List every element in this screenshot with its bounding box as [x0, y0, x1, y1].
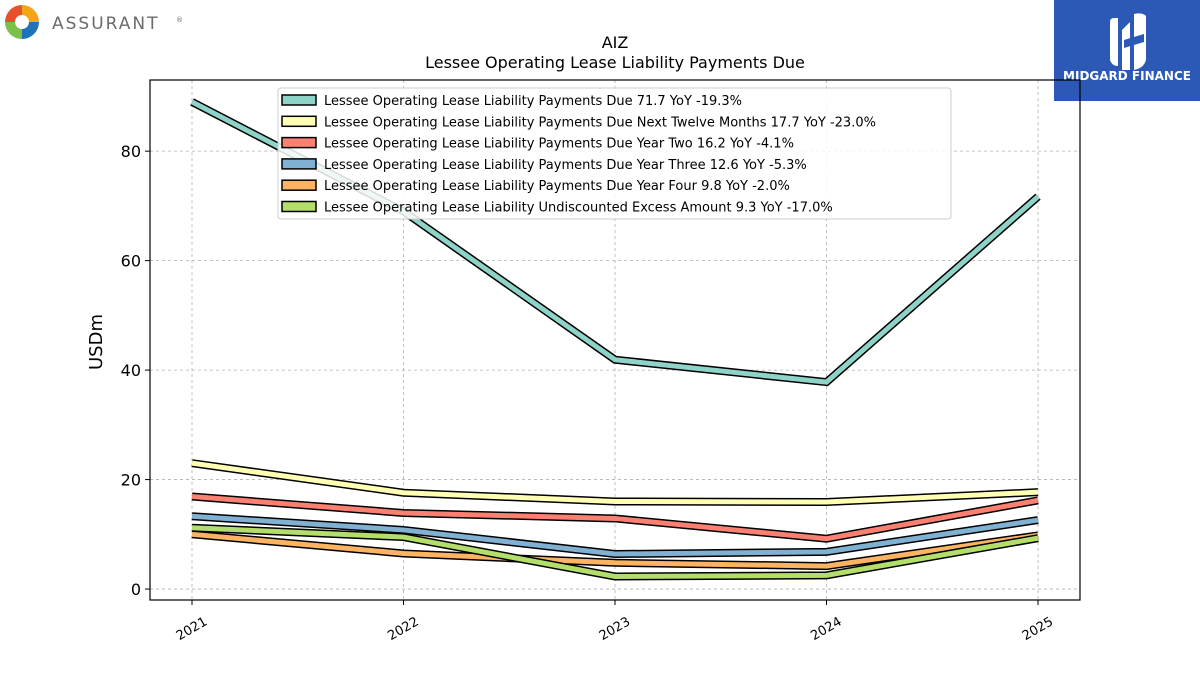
legend-entry: Lessee Operating Lease Liability Payment…	[281, 115, 876, 130]
series-stroke	[191, 460, 1039, 505]
legend-swatch	[281, 158, 317, 170]
chart-subtitle: Lessee Operating Lease Liability Payment…	[425, 53, 805, 72]
series-line-6	[191, 523, 1039, 581]
series-stroke	[191, 494, 1039, 542]
x-tick-label: 2023	[597, 614, 633, 644]
x-tick-label: 2024	[808, 614, 844, 644]
legend-entry: Lessee Operating Lease Liability Payment…	[281, 94, 742, 109]
registered-mark: ®	[176, 16, 183, 24]
y-tick-label: 80	[121, 142, 141, 161]
assurant-wordmark: ASSURANT	[52, 14, 160, 34]
series-lines	[190, 98, 1041, 581]
series-line-4	[191, 512, 1039, 559]
y-tick-label: 0	[131, 580, 141, 599]
legend-label: Lessee Operating Lease Liability Undisco…	[324, 201, 833, 216]
legend-entry: Lessee Operating Lease Liability Payment…	[281, 136, 794, 152]
y-axis-label: USDm	[86, 314, 107, 370]
legend-entry: Lessee Operating Lease Liability Undisco…	[281, 200, 833, 216]
series-stroke	[191, 525, 1039, 579]
assurant-logo: ASSURANT ®	[4, 4, 194, 42]
legend-swatch	[281, 115, 317, 128]
legend-label: Lessee Operating Lease Liability Payment…	[324, 94, 742, 109]
midgard-finance-logo: MIDGARD FINANCE	[1054, 0, 1200, 101]
legend-label: Lessee Operating Lease Liability Payment…	[324, 179, 790, 194]
y-tick-label: 60	[121, 252, 141, 271]
legend-entry: Lessee Operating Lease Liability Payment…	[281, 158, 807, 173]
legend-swatch	[281, 94, 317, 106]
legend-label: Lessee Operating Lease Liability Payment…	[324, 137, 794, 152]
y-tick-label: 40	[121, 361, 141, 380]
series-line-2	[191, 459, 1039, 507]
y-axis: 0 20 40 60 80	[121, 142, 150, 599]
chart-title: AIZ	[602, 33, 629, 52]
series-line-5	[191, 530, 1039, 571]
series-stroke	[191, 513, 1039, 557]
legend-box	[277, 87, 952, 220]
x-tick-label: 2021	[174, 614, 210, 644]
series-stroke	[191, 531, 1039, 569]
legend-label: Lessee Operating Lease Liability Payment…	[324, 115, 876, 130]
x-axis: 2021 2022 2023 2024 2025	[174, 600, 1056, 644]
legend-swatch	[281, 179, 317, 191]
y-tick-label: 20	[121, 471, 141, 490]
legend: Lessee Operating Lease Liability Payment…	[277, 87, 952, 220]
x-tick-label: 2022	[385, 614, 421, 644]
series-line-3	[191, 492, 1039, 543]
midgard-wordmark: MIDGARD FINANCE	[1063, 69, 1191, 83]
legend-swatch	[281, 200, 317, 213]
assurant-emblem-icon	[5, 5, 39, 39]
legend-entry: Lessee Operating Lease Liability Payment…	[281, 179, 790, 194]
legend-swatch	[281, 136, 317, 149]
legend-label: Lessee Operating Lease Liability Payment…	[324, 158, 807, 173]
x-tick-label: 2025	[1020, 614, 1056, 644]
midgard-emblem-icon	[1110, 13, 1146, 71]
